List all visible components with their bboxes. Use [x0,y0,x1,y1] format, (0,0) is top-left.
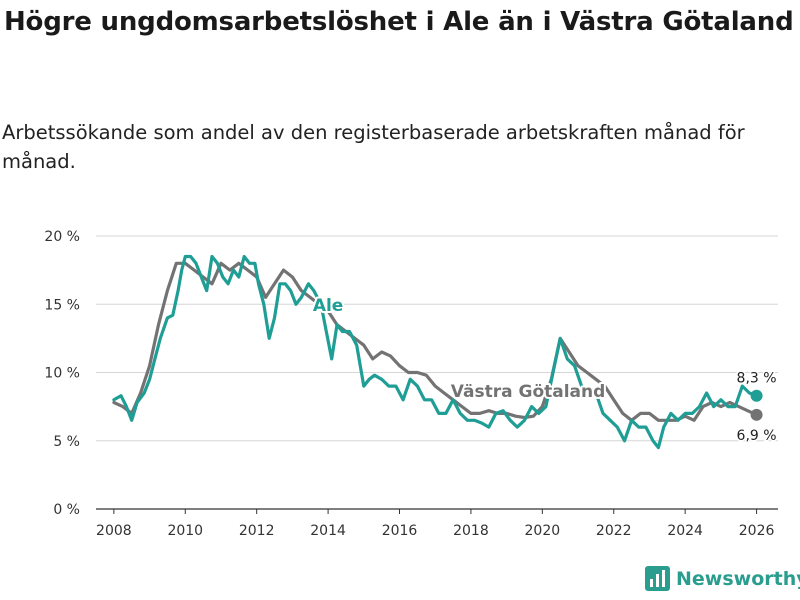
end-value-label: 8,3 % [737,371,777,387]
x-tick-label: 2022 [596,523,632,539]
y-tick-label: 20 % [44,229,80,245]
chart-subtitle: Arbetssökande som andel av den registerb… [2,121,745,173]
bar-chart-icon [645,566,670,591]
label-layer: 6,9 % 8,3 % Ale Västra Götaland [311,294,778,445]
brand-name: Newsworthy [676,567,800,590]
x-tick-label: 2010 [167,523,203,539]
x-tick-label: 2018 [453,523,489,539]
series-name-label: Ale [313,296,344,316]
x-tick-label: 2024 [667,523,703,539]
x-tick-label: 2012 [239,523,275,539]
end-value-label: 6,9 % [737,428,777,444]
x-tick-label: 2020 [525,523,561,539]
series-line-ale [112,254,759,450]
y-tick-label: 10 % [44,366,80,382]
series-layer [112,254,763,450]
chart-title: Högre ungdomsarbetslöshet i Ale än i Väs… [4,7,794,37]
series-line-vastra-gotaland [112,261,759,422]
y-tick-label: 5 % [53,434,80,450]
series-name-label: Västra Götaland [451,382,606,402]
y-tick-label: 0 % [53,502,80,518]
x-tick-label: 2016 [382,523,418,539]
axis-layer: 0 % 5 % 10 % 15 % 20 % 2008 2010 2012 2014 2016 20… [44,229,774,539]
brand-logo: Newsworthy [645,566,800,591]
end-marker-ale [750,389,763,402]
x-tick-label: 2008 [96,523,132,539]
x-tick-label: 2014 [310,523,346,539]
end-marker-vastra-gotaland [750,408,763,421]
y-tick-label: 15 % [44,297,80,313]
grid-layer [96,235,778,510]
x-tick-label: 2026 [739,523,775,539]
